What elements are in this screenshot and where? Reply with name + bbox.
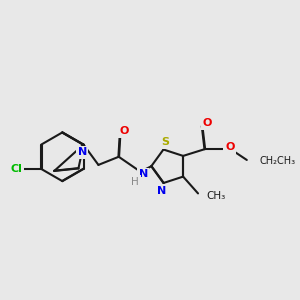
Text: N: N (158, 186, 167, 196)
Text: Cl: Cl (11, 164, 23, 174)
Text: CH₃: CH₃ (206, 191, 225, 201)
Text: S: S (161, 137, 169, 147)
Text: O: O (202, 118, 212, 128)
Text: H: H (131, 177, 139, 187)
Text: O: O (225, 142, 234, 152)
Text: CH₂CH₃: CH₂CH₃ (259, 156, 295, 166)
Text: N: N (77, 147, 87, 157)
Text: N: N (139, 169, 148, 179)
Text: O: O (119, 126, 129, 136)
